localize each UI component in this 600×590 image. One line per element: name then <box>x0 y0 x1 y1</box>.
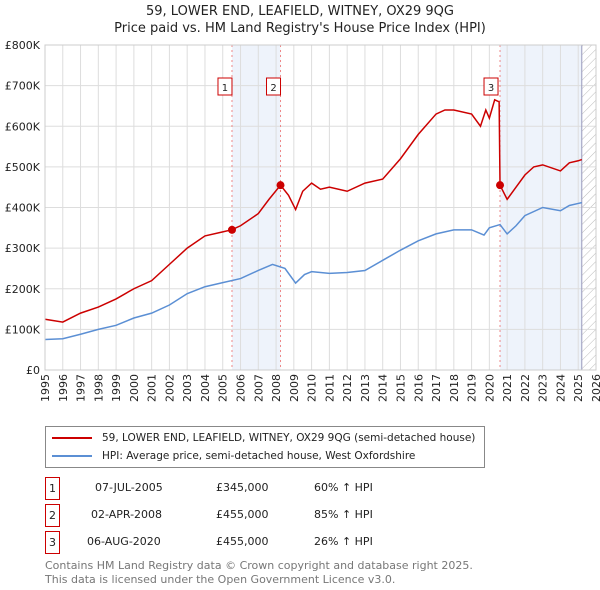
footer-line-1: Contains HM Land Registry data © Crown c… <box>45 559 473 572</box>
x-tick-label: 2000 <box>128 374 141 402</box>
x-tick-label: 2022 <box>519 374 532 402</box>
price-line <box>44 98 583 323</box>
sale-label: 1 <box>222 83 228 94</box>
y-tick-label: £200K <box>5 283 41 296</box>
footer: Contains HM Land Registry data © Crown c… <box>45 559 473 587</box>
sale-label: 2 <box>270 83 276 94</box>
x-tick-label: 2025 <box>572 374 585 402</box>
chart-title: 59, LOWER END, LEAFIELD, WITNEY, OX29 9Q… <box>146 4 454 19</box>
x-tick-label: 2012 <box>341 374 354 402</box>
x-tick-label: 2006 <box>235 374 248 402</box>
x-tick-label: 2005 <box>217 374 230 402</box>
sale-date: 06-AUG-2020 <box>87 535 161 548</box>
legend-swatch-hpi <box>52 455 92 457</box>
sale-row: 1 07-JUL-2005 £345,000 60% ↑ HPI <box>45 477 445 500</box>
sale-label-box <box>217 77 233 96</box>
y-tick-label: £400K <box>5 202 41 215</box>
sale-badge: 2 <box>45 504 60 527</box>
x-tick-label: 2014 <box>377 374 390 402</box>
y-tick-label: £100K <box>5 323 41 336</box>
x-tick-label: 2001 <box>146 374 159 402</box>
sale-point <box>227 225 236 234</box>
x-tick-label: 2018 <box>448 374 461 402</box>
y-tick-label: £800K <box>5 39 41 52</box>
x-tick-label: 2020 <box>483 374 496 402</box>
x-tick-label: 1998 <box>92 374 105 402</box>
x-tick-label: 2003 <box>181 374 194 402</box>
sale-price: £455,000 <box>216 535 269 548</box>
x-tick-label: 2002 <box>163 374 176 402</box>
y-tick-label: £500K <box>5 161 41 174</box>
x-tick-label: 2008 <box>270 374 283 402</box>
x-tick-label: 1995 <box>39 374 52 402</box>
x-tick-label: 2007 <box>252 374 265 402</box>
x-tick-label: 2010 <box>306 374 319 402</box>
sale-date: 07-JUL-2005 <box>95 481 163 494</box>
y-tick-label: £700K <box>5 80 41 93</box>
sale-price: £455,000 <box>216 508 269 521</box>
legend: 59, LOWER END, LEAFIELD, WITNEY, OX29 9Q… <box>45 426 485 468</box>
x-tick-label: 2019 <box>466 374 479 402</box>
sale-label-box <box>266 77 282 96</box>
y-tick-label: £0 <box>26 364 40 377</box>
footer-line-2: This data is licensed under the Open Gov… <box>45 573 396 586</box>
x-tick-label: 2015 <box>394 374 407 402</box>
sale-badge: 1 <box>45 477 60 500</box>
legend-label-hpi: HPI: Average price, semi-detached house,… <box>102 450 416 462</box>
sale-point <box>276 181 285 190</box>
y-tick-label: £300K <box>5 242 41 255</box>
x-tick-label: 2016 <box>412 374 425 402</box>
sale-price: £345,000 <box>216 481 269 494</box>
x-tick-label: 2013 <box>359 374 372 402</box>
legend-swatch-price <box>52 437 92 439</box>
x-tick-label: 1996 <box>57 374 70 402</box>
legend-label-price: 59, LOWER END, LEAFIELD, WITNEY, OX29 9Q… <box>102 432 476 444</box>
sale-hpi: 85% ↑ HPI <box>314 508 373 521</box>
x-tick-label: 1997 <box>75 374 88 402</box>
sale-row: 2 02-APR-2008 £455,000 85% ↑ HPI <box>45 504 445 527</box>
plot-border <box>44 44 597 371</box>
y-tick-label: £600K <box>5 120 41 133</box>
hpi-line <box>44 201 582 341</box>
sale-label-box <box>483 77 499 96</box>
chart-subtitle: Price paid vs. HM Land Registry's House … <box>114 21 486 36</box>
sale-label: 3 <box>488 83 494 94</box>
sale-badge: 3 <box>45 531 60 554</box>
x-tick-label: 2011 <box>323 374 336 402</box>
chart: 1995 1996 1997 1998 1999 2000 2001 2002 2003 2004… <box>5 39 600 402</box>
x-tick-label: 2024 <box>554 374 567 402</box>
sale-row: 3 06-AUG-2020 £455,000 26% ↑ HPI <box>45 531 445 554</box>
x-tick-label: 2009 <box>288 374 301 402</box>
x-tick-label: 1999 <box>110 374 123 402</box>
x-tick-label: 2017 <box>430 374 443 402</box>
sale-hpi: 26% ↑ HPI <box>314 535 373 548</box>
x-tick-label: 2026 <box>590 374 600 402</box>
x-tick-label: 2023 <box>537 374 550 402</box>
x-tick-label: 2021 <box>501 374 514 402</box>
sale-date: 02-APR-2008 <box>91 508 163 521</box>
sale-hpi: 60% ↑ HPI <box>314 481 373 494</box>
x-tick-label: 2004 <box>199 374 212 402</box>
sale-point <box>496 181 505 190</box>
